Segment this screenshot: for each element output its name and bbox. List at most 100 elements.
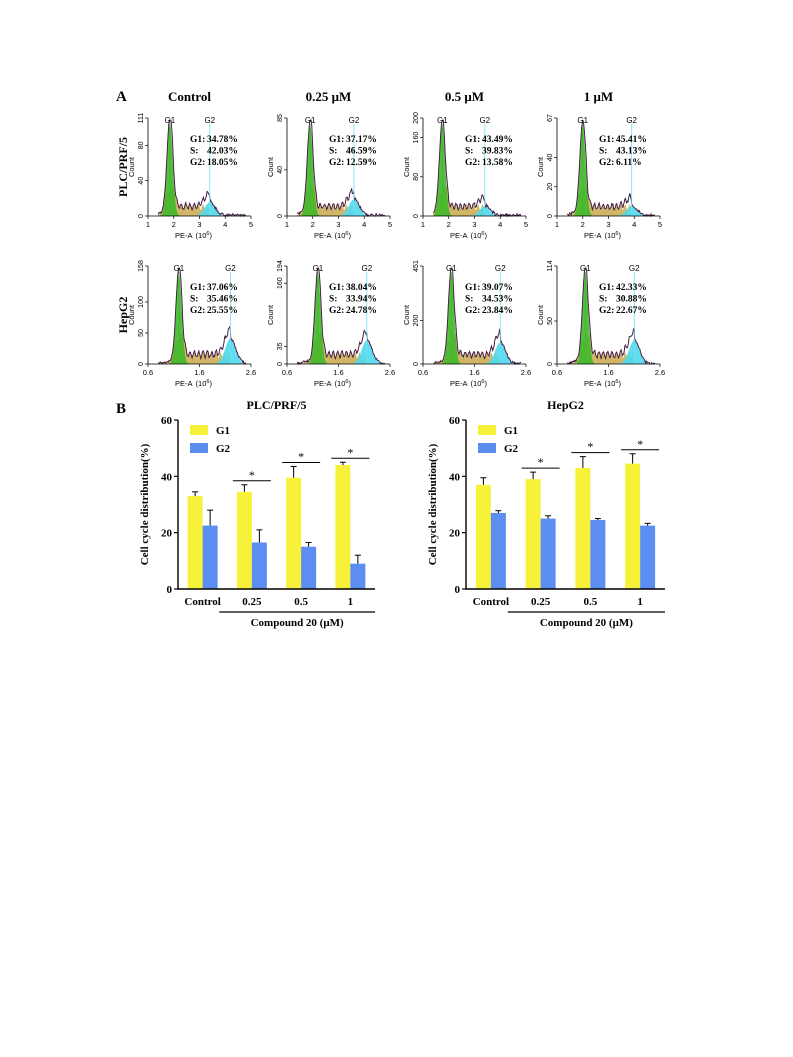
panel-a-histograms: Control 0.25 μM 0.5 μM 1 μMPLC/PRF/5HepG2G1… [116, 89, 665, 388]
y-tick-label: 0 [277, 362, 284, 366]
column-title: 0.5 μM [445, 89, 484, 104]
stat-label: S: [190, 295, 198, 305]
histogram-data-line [567, 267, 656, 365]
stat-value: 39.83% [482, 147, 513, 157]
x-tick-label: 3 [336, 220, 340, 229]
bar-g2-0 [490, 512, 506, 589]
stat-value: 46.59% [346, 147, 377, 157]
stat-label: G1: [190, 135, 205, 145]
x-tick-label: 2.6 [521, 368, 531, 377]
bar-g1-0 [187, 496, 203, 589]
histogram-panel: G1 G2 0 50 114 0.6 1.6 2.6 Count PE-A (106) G1: 42.3… [536, 260, 665, 388]
x-axis-label-close: ) [348, 379, 351, 388]
stat-value: 12.59% [346, 158, 377, 168]
y-tick-label: 0 [413, 362, 420, 366]
peak-label: G2 [225, 264, 236, 273]
stat-label: S: [465, 295, 473, 305]
y-axis-label: Count [127, 156, 136, 177]
y-tick-label: 20 [547, 183, 554, 191]
y-axis-label: Count [402, 304, 411, 325]
peak-label: G2 [479, 116, 490, 125]
row-label: PLC/PRF/5 [116, 137, 130, 197]
x-axis-label-unit: (10 [196, 231, 207, 240]
category-label: 0.25 [242, 596, 262, 608]
y-tick-label: 60 [161, 415, 173, 427]
bar-g1-3 [335, 465, 351, 589]
y-tick-label: 0 [138, 214, 145, 218]
stat-label: G1: [329, 135, 344, 145]
peak-label: G1 [174, 264, 185, 273]
stat-value: 18.05% [207, 158, 238, 168]
x-axis-label: PE-A (106) [175, 231, 212, 240]
x-tick-label: 1 [285, 220, 289, 229]
bar-g1-2 [575, 467, 591, 589]
histogram-data-line [567, 119, 656, 217]
x-tick-label: 3 [197, 220, 201, 229]
y-tick-label: 0 [413, 214, 420, 218]
y-tick-label: 200 [413, 112, 420, 124]
x-axis-label-exp: 6 [206, 379, 209, 385]
stat-label: G2: [190, 306, 205, 316]
x-axis-label-close: ) [209, 379, 212, 388]
x-tick-label: 5 [658, 220, 662, 229]
bar-g1-3 [625, 463, 641, 589]
y-axis-label: Count [536, 304, 545, 325]
stat-value: 39.07% [482, 283, 513, 293]
stat-value: 13.58% [482, 158, 513, 168]
significance-marker: * [249, 468, 255, 482]
x-axis-label-exp: 6 [615, 231, 618, 237]
histogram-g2-area [567, 206, 655, 216]
category-label: 1 [348, 596, 354, 608]
x-axis-label-exp: 6 [615, 379, 618, 385]
stat-value: 22.67% [616, 306, 647, 316]
x-tick-label: 2 [447, 220, 451, 229]
x-axis-label: PE-A (106) [450, 379, 487, 388]
category-label: Control [184, 596, 220, 608]
y-tick-label: 80 [413, 173, 420, 181]
bar-g2-3 [640, 525, 656, 589]
stat-label: S: [329, 295, 337, 305]
histogram-panel: G1 G2 0 200 451 0.6 1.6 2.6 Count PE-A (106) G1: 39.… [402, 260, 531, 388]
peak-label: G1 [446, 264, 457, 273]
y-tick-label: 40 [449, 471, 461, 483]
histogram-data-line [297, 267, 386, 365]
histogram-g2-area [158, 202, 246, 216]
x-axis-label: Compound 20 (μM) [540, 617, 633, 629]
bar-g2-2 [590, 519, 606, 589]
x-tick-label: 4 [223, 220, 227, 229]
x-tick-label: 2 [311, 220, 315, 229]
legend-label-g2: G2 [216, 443, 231, 455]
x-axis-label: PE-A (106) [175, 379, 212, 388]
legend-swatch-g2 [190, 443, 208, 453]
y-tick-label: 50 [547, 317, 554, 325]
y-tick-label: 158 [138, 260, 145, 272]
y-tick-label: 0 [547, 214, 554, 218]
stat-value: 23.84% [482, 306, 513, 316]
column-title: 1 μM [584, 89, 613, 104]
x-tick-label: 1.6 [603, 368, 613, 377]
stat-value: 45.41% [616, 135, 647, 145]
stat-value: 6.11% [616, 158, 642, 168]
histogram-g2-area [433, 342, 521, 364]
histogram-s-phase-area [567, 184, 655, 216]
x-axis-label-name: PE-A [450, 379, 468, 388]
histogram-g2-area [297, 340, 385, 364]
stat-label: G2: [599, 158, 614, 168]
x-axis-label-close: ) [209, 231, 212, 240]
bar-g2-0 [202, 525, 218, 589]
y-tick-label: 194 [277, 260, 284, 272]
peak-label: G1 [313, 264, 324, 273]
x-tick-label: 2.6 [655, 368, 665, 377]
y-tick-label: 85 [277, 114, 284, 122]
histogram-panel: G1 G2 0 35 160 194 0.6 1.6 2.6 Count PE-A (106) G1: 3… [266, 260, 395, 388]
y-tick-label: 50 [138, 329, 145, 337]
peak-label: G1 [437, 116, 448, 125]
significance-marker: * [587, 440, 593, 454]
stat-label: G2: [190, 158, 205, 168]
stat-label: G1: [599, 283, 614, 293]
legend-swatch-g1 [190, 425, 208, 435]
histogram-s-phase-area [158, 184, 246, 216]
stat-label: S: [599, 147, 607, 157]
legend-label-g2: G2 [504, 443, 519, 455]
x-tick-label: 5 [524, 220, 528, 229]
